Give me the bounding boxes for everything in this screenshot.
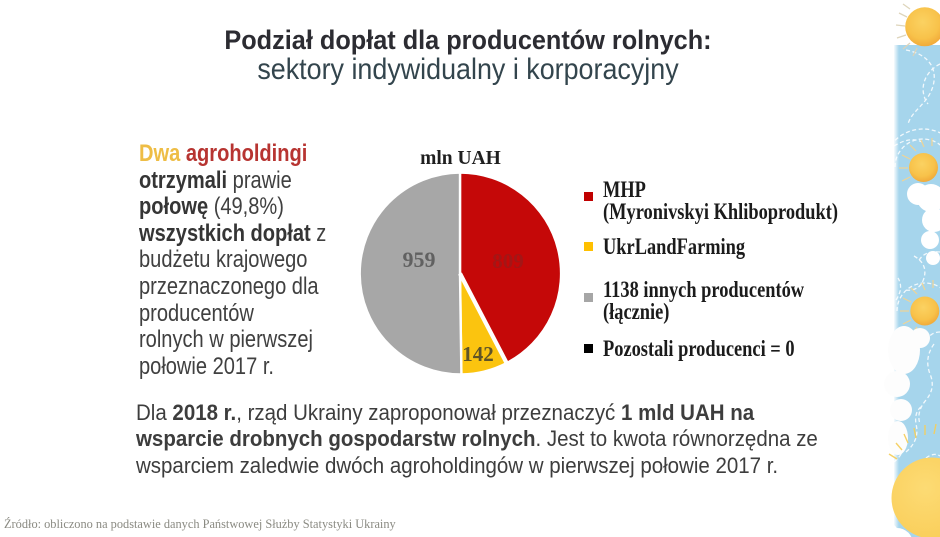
svg-text:142: 142 <box>462 342 494 366</box>
svg-text:mln UAH: mln UAH <box>420 148 501 169</box>
svg-text:809: 809 <box>492 249 524 273</box>
svg-text:959: 959 <box>403 247 436 272</box>
